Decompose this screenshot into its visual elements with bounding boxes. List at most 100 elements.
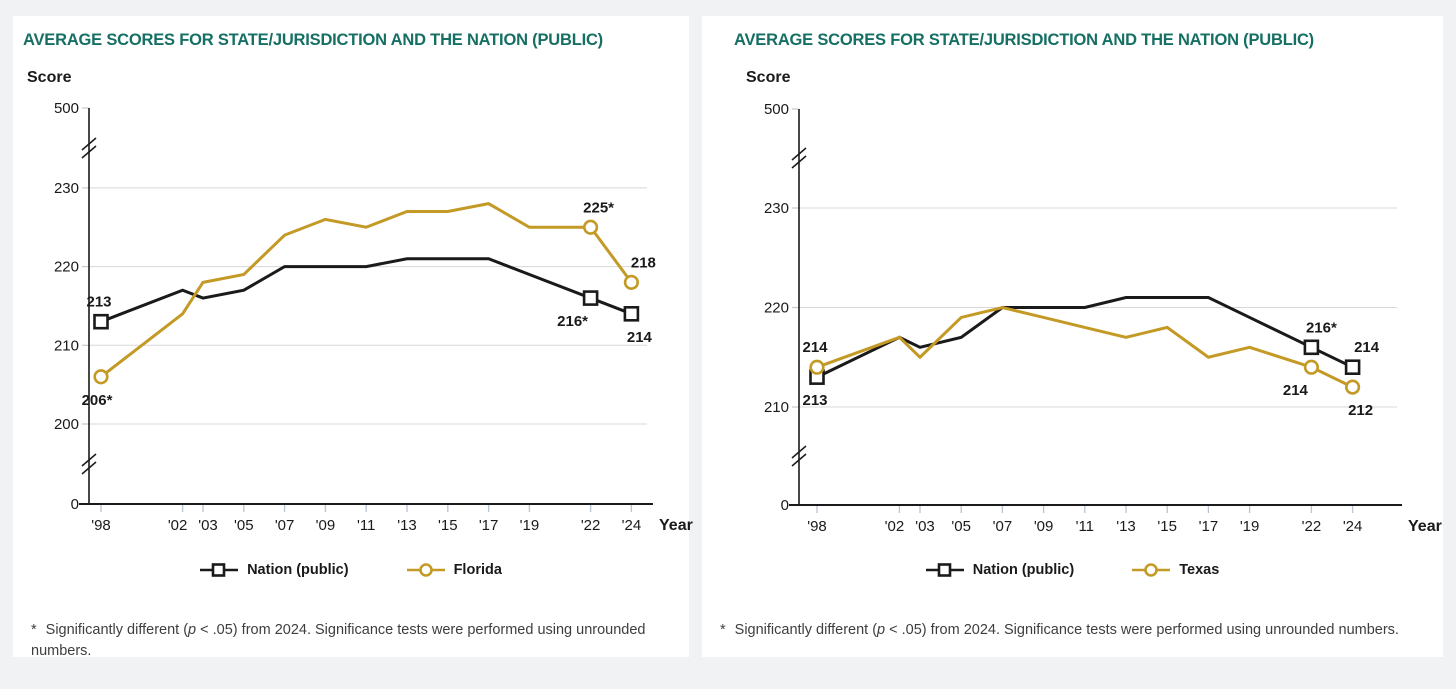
data-label: 225* — [583, 199, 614, 216]
x-tick-label: '09 — [316, 517, 336, 534]
legend-label: Nation (public) — [247, 562, 349, 578]
y-tick-label: 500 — [764, 101, 789, 118]
x-tick-label: '03 — [198, 517, 218, 534]
data-marker-circle — [1303, 359, 1320, 375]
legend: Nation (public) Florida — [13, 560, 689, 580]
footnote-star: * — [720, 622, 726, 638]
x-tick-label: '24 — [1343, 518, 1363, 535]
x-tick-label: '02 — [168, 517, 188, 534]
x-tick-label: '09 — [1034, 518, 1054, 535]
data-label: 216* — [557, 313, 588, 330]
x-tick-label: '13 — [397, 517, 417, 534]
legend-item: Texas — [1132, 561, 1219, 579]
chart-panel-texas: AVERAGE SCORES FOR STATE/JURISDICTION AN… — [702, 16, 1443, 657]
legend-item: Nation (public) — [200, 561, 349, 579]
x-tick-label: '05 — [951, 518, 971, 535]
data-label: 213 — [86, 294, 111, 311]
axis-break — [791, 445, 807, 459]
axis-break — [791, 453, 807, 467]
data-marker-circle — [93, 369, 109, 385]
data-marker-circle — [582, 219, 599, 235]
x-tick-label: '05 — [234, 517, 254, 534]
legend: Nation (public) Texas — [702, 560, 1443, 580]
data-label: 214 — [1283, 382, 1309, 399]
legend-item: Florida — [406, 561, 502, 579]
data-label: 218 — [631, 254, 656, 271]
y-tick-label: 210 — [764, 399, 789, 416]
x-tick-label: '15 — [438, 517, 458, 534]
y-tick-label: 500 — [54, 100, 79, 117]
legend-square-marker-icon — [925, 563, 964, 577]
axis-break — [81, 137, 97, 151]
x-axis-title: Year — [1408, 518, 1442, 535]
x-tick-label: '24 — [622, 517, 642, 534]
data-label: 213 — [802, 392, 827, 409]
x-tick-label: '11 — [357, 517, 375, 534]
chart-title: AVERAGE SCORES FOR STATE/JURISDICTION AN… — [734, 31, 1314, 49]
line-chart-florida: Score Year 0 200 210 220 230 500 '98 '02 '03 '05 '… — [27, 69, 693, 534]
legend-label: Nation (public) — [972, 562, 1075, 578]
x-tick-label: '03 — [915, 518, 935, 535]
legend-circle-marker-icon — [1132, 563, 1171, 577]
axis-break — [81, 453, 97, 467]
y-tick-label: 230 — [764, 200, 789, 217]
data-label: 212 — [1348, 402, 1373, 419]
x-tick-label: '17 — [1199, 518, 1219, 535]
x-tick-label: '19 — [1240, 518, 1260, 535]
series-line — [100, 202, 633, 378]
data-marker-square — [1344, 359, 1361, 376]
y-tick-label: 200 — [54, 416, 79, 433]
footnote-text-tail: < .05) from 2024. Significance tests wer… — [885, 622, 1399, 638]
axis-break — [81, 145, 97, 159]
x-tick-label: '07 — [993, 518, 1013, 535]
footnote-italic-p: p — [188, 622, 197, 638]
footnote-star: * — [31, 622, 37, 638]
data-marker-square — [582, 290, 599, 306]
data-marker-square — [1303, 339, 1320, 356]
footnote: * Significantly different (p < .05) from … — [27, 620, 675, 662]
series-line — [816, 296, 1354, 379]
data-marker-square — [93, 313, 109, 330]
footnote-text: Significantly different ( — [734, 622, 878, 638]
x-tick-label: '22 — [1302, 518, 1322, 535]
data-marker-square — [623, 306, 640, 322]
y-tick-label: 220 — [54, 259, 79, 276]
page: AVERAGE SCORES FOR STATE/JURISDICTION AN… — [13, 16, 1443, 659]
x-axis-title: Year — [659, 517, 693, 534]
x-tick-label: '22 — [581, 517, 601, 534]
axis-break — [81, 461, 97, 475]
legend-item: Nation (public) — [925, 561, 1075, 579]
y-tick-label: 0 — [781, 497, 789, 514]
footnote-text-tail: < .05) from 2024. Significance tests wer… — [31, 622, 646, 660]
y-tick-label: 230 — [54, 180, 79, 197]
legend-square-marker-icon — [200, 563, 239, 577]
footnote-italic-p: p — [877, 622, 886, 638]
series-line — [100, 257, 632, 324]
y-tick-label: 210 — [54, 337, 79, 354]
y-axis-title: Score — [746, 69, 791, 86]
x-tick-label: '98 — [91, 517, 111, 534]
data-marker-circle — [623, 274, 640, 290]
chart-panel-florida: AVERAGE SCORES FOR STATE/JURISDICTION AN… — [13, 16, 693, 659]
legend-label: Florida — [453, 562, 502, 578]
data-marker-circle — [809, 359, 825, 375]
data-label: 214 — [802, 339, 828, 356]
data-label: 216* — [1306, 319, 1337, 336]
x-tick-label: '15 — [1157, 518, 1177, 535]
data-label: 214 — [1354, 339, 1380, 356]
legend-label: Texas — [1179, 562, 1220, 578]
footnote: * Significantly different (p < .05) from … — [716, 620, 1429, 641]
series-line — [816, 305, 1354, 389]
x-tick-label: '98 — [807, 518, 827, 535]
y-tick-label: 0 — [71, 496, 79, 513]
x-tick-label: '17 — [479, 517, 499, 534]
data-label: 214 — [627, 329, 653, 346]
x-tick-label: '07 — [275, 517, 295, 534]
x-tick-label: '02 — [885, 518, 905, 535]
y-axis-title: Score — [27, 69, 72, 86]
axis-break — [791, 147, 807, 161]
line-chart-texas: Score Year 0 210 220 230 500 '98 '02 '03 '05 '07 '… — [746, 69, 1442, 535]
axis-break — [791, 155, 807, 169]
chart-title: AVERAGE SCORES FOR STATE/JURISDICTION AN… — [23, 31, 603, 49]
data-marker-circle — [1344, 379, 1361, 395]
